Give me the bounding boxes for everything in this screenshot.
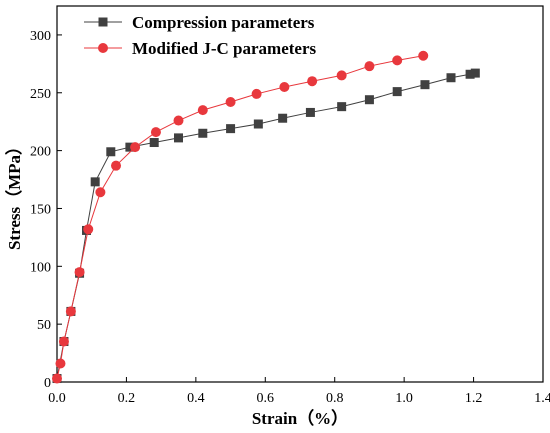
data-point: [465, 69, 475, 79]
data-point: [225, 97, 236, 108]
data-point: [364, 61, 375, 72]
data-point: [173, 115, 184, 126]
y-tick-label: 100: [30, 260, 51, 275]
data-point: [226, 124, 236, 134]
data-point: [111, 160, 122, 171]
y-tick-label: 200: [30, 145, 51, 160]
data-point: [198, 128, 208, 138]
data-point: [74, 267, 85, 278]
data-point: [470, 68, 480, 78]
data-point: [336, 70, 347, 81]
series-1: [52, 68, 480, 384]
data-point: [446, 73, 456, 83]
data-point: [197, 105, 208, 116]
legend-label: Compression parameters: [132, 13, 315, 32]
data-point: [95, 187, 106, 198]
legend-entry: Modified J-C parameters: [84, 39, 317, 58]
data-point: [55, 358, 66, 369]
legend-marker: [98, 43, 108, 53]
legend-entry: Compression parameters: [84, 13, 315, 32]
x-tick-label: 0.8: [326, 391, 344, 406]
series-2: [52, 50, 429, 384]
series-line: [56, 72, 476, 379]
legend-marker: [98, 17, 108, 27]
data-point: [418, 50, 429, 61]
x-tick-label: 0.6: [257, 391, 275, 406]
x-axis-ticks: 0.0 0.2 0.4 0.6 0.8 1.0 1.2 1.4: [48, 377, 550, 406]
x-tick-label: 0.4: [187, 391, 205, 406]
data-point: [251, 88, 262, 99]
data-point: [392, 87, 402, 97]
x-tick-label: 0.2: [118, 391, 136, 406]
y-tick-label: 300: [30, 29, 51, 44]
data-point: [278, 113, 288, 123]
x-tick-label: 1.2: [465, 391, 483, 406]
y-tick-label: 50: [37, 318, 51, 333]
y-tick-label: 250: [30, 87, 51, 102]
data-point: [149, 138, 159, 148]
data-point: [90, 177, 100, 187]
plot-frame: [56, 5, 544, 383]
data-point: [150, 127, 161, 138]
y-axis-ticks: 0 50 100 150 200 250 300: [30, 29, 62, 391]
series-line: [56, 55, 424, 379]
data-point: [364, 95, 374, 105]
data-point: [130, 142, 141, 153]
data-point: [305, 107, 315, 117]
series-layer: [52, 50, 480, 384]
data-point: [420, 80, 430, 90]
data-point: [337, 102, 347, 112]
data-point: [106, 147, 116, 157]
data-point: [65, 306, 76, 317]
x-tick-label: 1.4: [534, 391, 550, 406]
y-axis-title: Stress（MPa）: [4, 138, 24, 250]
x-axis-title: Strain（%）: [252, 408, 348, 428]
y-tick-label: 0: [44, 376, 51, 391]
data-point: [392, 55, 403, 66]
data-point: [279, 81, 290, 92]
x-tick-label: 1.0: [395, 391, 413, 406]
data-point: [83, 224, 94, 235]
data-point: [253, 119, 263, 129]
y-tick-label: 150: [30, 202, 51, 217]
data-point: [58, 336, 69, 347]
legend: Compression parameters Modified J-C param…: [84, 13, 317, 58]
data-point: [307, 76, 318, 87]
x-tick-label: 0.0: [48, 391, 66, 406]
data-point: [125, 142, 135, 152]
data-point: [174, 133, 183, 143]
legend-label: Modified J-C parameters: [132, 39, 317, 58]
data-point: [52, 373, 62, 384]
